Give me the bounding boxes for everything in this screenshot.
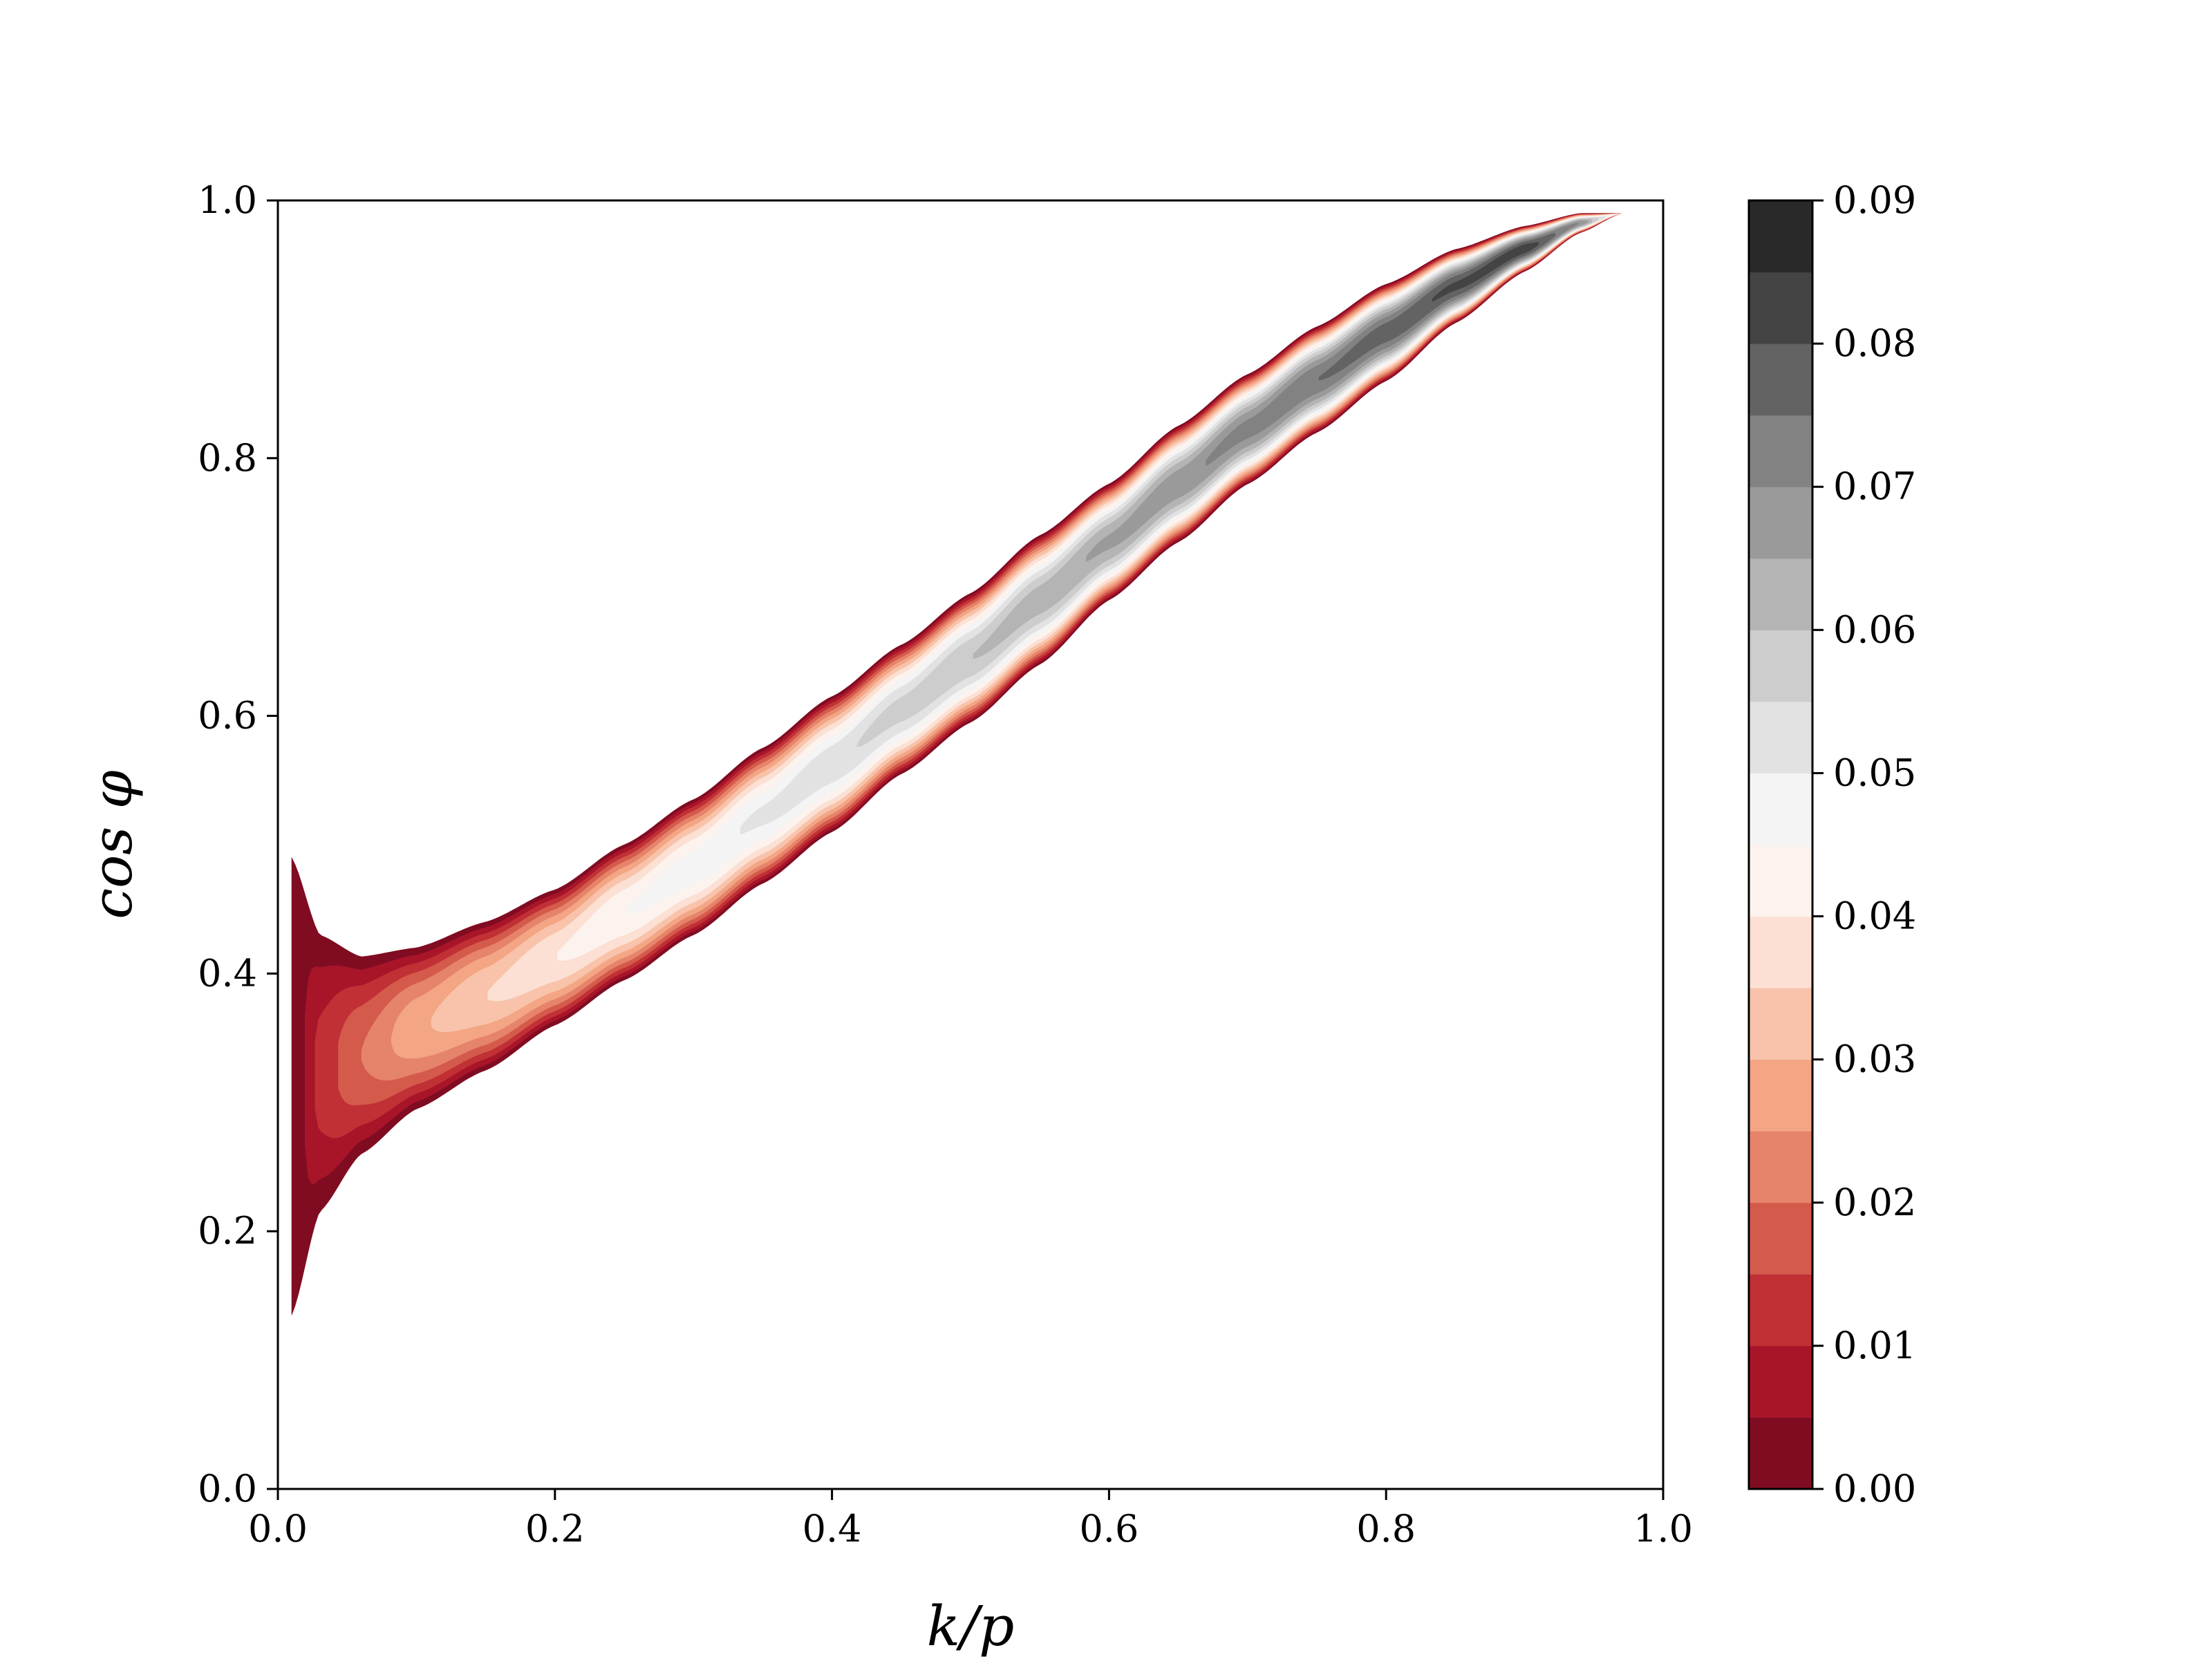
colorbar: 0.00 0.01 0.02 0.03 0.04 0.05 0.06 0.07 0.08 0.09	[1747, 178, 1916, 1510]
colorbar-tick-label: 0.01	[1833, 1324, 1916, 1367]
colorbar-tick-label: 0.08	[1833, 321, 1916, 365]
colorbar-level	[1749, 344, 1812, 416]
y-axis: 0.0 0.2 0.4 0.6 0.8 1.0	[198, 178, 278, 1510]
colorbar-level	[1749, 845, 1812, 917]
colorbar-frame	[1747, 199, 1814, 1490]
y-tick-label: 1.0	[198, 178, 257, 222]
colorbar-tick-label: 0.06	[1833, 608, 1916, 651]
x-tick-label: 0.6	[1079, 1507, 1138, 1550]
colorbar-level	[1749, 701, 1812, 774]
colorbar-level	[1749, 272, 1812, 344]
contour-level-region	[1086, 220, 1589, 562]
plot-frame	[276, 199, 1665, 1490]
contour-fill-layer	[291, 213, 1622, 1315]
y-tick-label: 0.4	[198, 951, 257, 995]
y-tick-label: 0.2	[198, 1209, 257, 1253]
colorbar-level	[1749, 415, 1812, 487]
contour-level-region	[973, 218, 1592, 659]
colorbar-tick-label: 0.07	[1833, 465, 1916, 508]
colorbar-level	[1749, 558, 1812, 630]
y-axis-label: cos φ	[80, 770, 144, 919]
contour-level-region	[1318, 232, 1555, 381]
contour-level-region	[1432, 242, 1539, 302]
x-axis: 0.0 0.2 0.4 0.6 0.8 1.0	[248, 1489, 1693, 1550]
colorbar-level	[1749, 1274, 1812, 1347]
colorbar-tick-label: 0.04	[1833, 894, 1916, 938]
contour-level-region	[1206, 223, 1579, 467]
colorbar-level	[1749, 1059, 1812, 1132]
y-tick-label: 0.0	[198, 1467, 257, 1510]
x-tick-label: 0.8	[1356, 1507, 1416, 1550]
x-tick-label: 1.0	[1633, 1507, 1693, 1550]
y-tick-label: 0.6	[198, 694, 257, 738]
colorbar-tick-label: 0.09	[1833, 178, 1916, 222]
colorbar-level	[1749, 988, 1812, 1060]
colorbar-tick-label: 0.05	[1833, 751, 1916, 794]
colorbar-tick-label: 0.02	[1833, 1181, 1916, 1224]
colorbar-tick-label: 0.00	[1833, 1467, 1916, 1510]
colorbar-level	[1749, 630, 1812, 702]
x-tick-label: 0.2	[525, 1507, 585, 1550]
colorbar-level	[1749, 916, 1812, 988]
y-tick-label: 0.8	[198, 436, 257, 480]
x-axis-label: k/p	[927, 1594, 1015, 1658]
colorbar-level	[1749, 773, 1812, 845]
colorbar-tick-label: 0.03	[1833, 1038, 1916, 1081]
colorbar-level	[1749, 1417, 1812, 1490]
x-tick-label: 0.4	[803, 1507, 862, 1550]
contour-level-region	[856, 217, 1599, 747]
colorbar-level	[1749, 487, 1812, 559]
x-tick-label: 0.0	[248, 1507, 308, 1550]
colorbar-level	[1749, 1345, 1812, 1418]
colorbar-level	[1749, 200, 1812, 273]
colorbar-level	[1749, 1202, 1812, 1275]
colorbar-level	[1749, 1131, 1812, 1203]
